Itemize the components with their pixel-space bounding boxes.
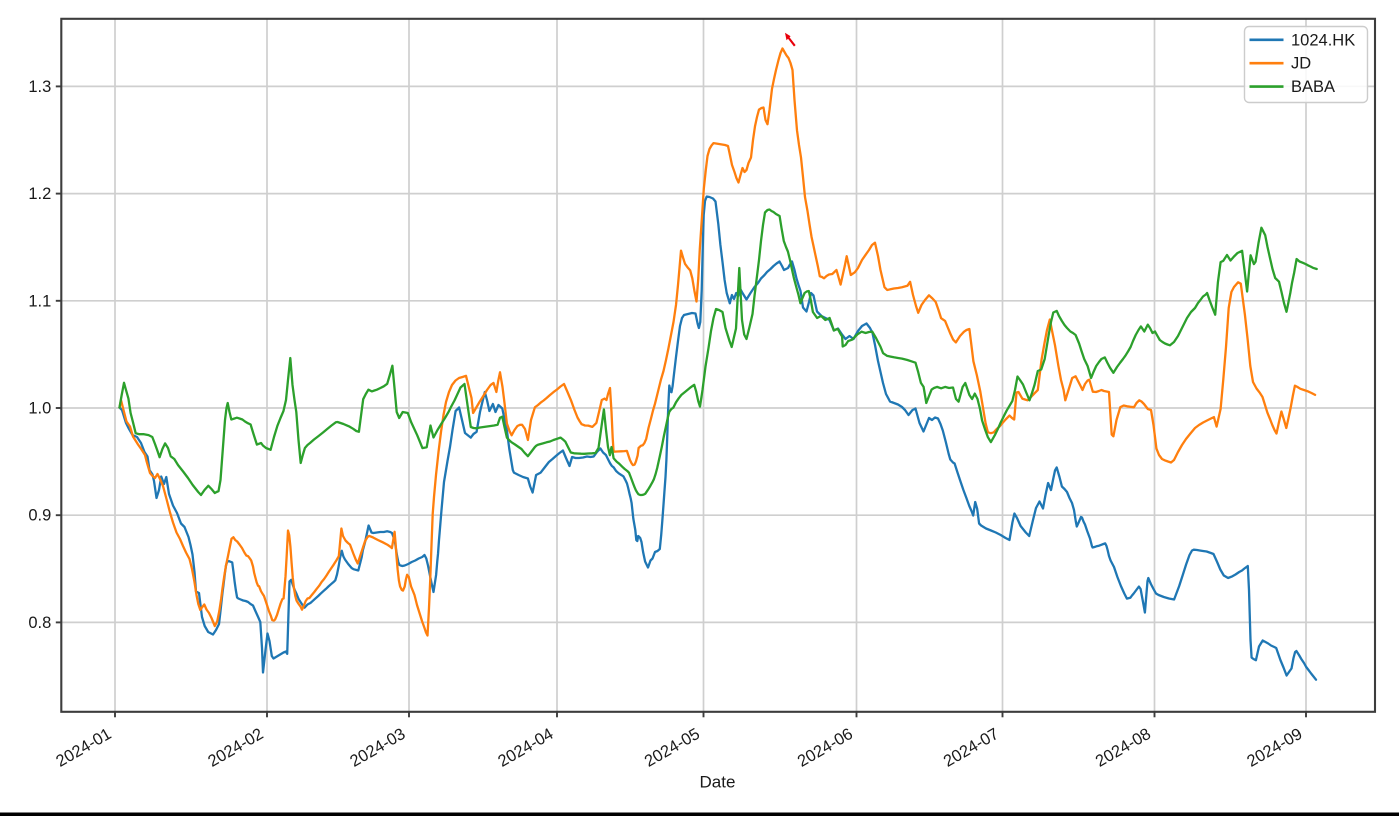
svg-text:0.8: 0.8: [28, 614, 51, 632]
svg-text:1024.HK: 1024.HK: [1291, 31, 1355, 49]
svg-text:1.1: 1.1: [28, 292, 51, 310]
svg-text:Date: Date: [700, 773, 736, 792]
svg-text:1.3: 1.3: [28, 78, 51, 96]
svg-text:1.2: 1.2: [28, 185, 51, 203]
svg-text:JD: JD: [1291, 55, 1311, 73]
svg-text:0.9: 0.9: [28, 507, 51, 525]
svg-text:1.0: 1.0: [28, 400, 51, 418]
svg-text:BABA: BABA: [1291, 78, 1335, 96]
